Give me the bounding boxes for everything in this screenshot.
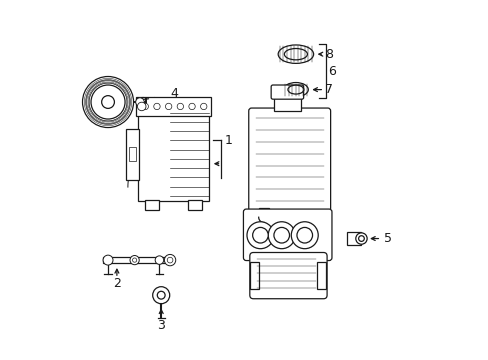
Bar — [136, 97, 210, 116]
Bar — [258, 208, 269, 222]
Bar — [274, 97, 301, 111]
FancyBboxPatch shape — [249, 252, 326, 299]
Circle shape — [252, 228, 268, 243]
Ellipse shape — [283, 82, 307, 97]
Circle shape — [86, 80, 130, 124]
Circle shape — [296, 228, 312, 243]
Ellipse shape — [278, 45, 313, 63]
Circle shape — [164, 255, 175, 266]
Text: 6: 6 — [328, 64, 336, 77]
Circle shape — [268, 222, 295, 249]
Circle shape — [291, 222, 318, 249]
FancyBboxPatch shape — [248, 108, 330, 211]
Text: 7: 7 — [324, 83, 332, 96]
Circle shape — [355, 233, 366, 244]
Circle shape — [142, 103, 148, 110]
Ellipse shape — [284, 49, 307, 60]
Circle shape — [246, 222, 273, 249]
Circle shape — [82, 77, 133, 127]
Circle shape — [102, 96, 114, 108]
Bar — [145, 200, 159, 210]
Bar — [129, 147, 136, 161]
Text: 1: 1 — [224, 134, 232, 147]
Circle shape — [155, 256, 163, 264]
Text: 4: 4 — [170, 87, 178, 100]
FancyBboxPatch shape — [271, 85, 303, 99]
Text: 5: 5 — [383, 232, 391, 245]
Bar — [317, 262, 325, 288]
Circle shape — [273, 228, 289, 243]
FancyBboxPatch shape — [243, 209, 331, 261]
Circle shape — [130, 256, 139, 265]
Circle shape — [188, 103, 195, 110]
Circle shape — [177, 103, 183, 110]
Text: 8: 8 — [325, 48, 333, 61]
Bar — [187, 200, 202, 210]
Circle shape — [132, 258, 137, 262]
Circle shape — [135, 98, 144, 106]
Bar — [125, 129, 139, 180]
Circle shape — [165, 103, 171, 110]
Circle shape — [358, 236, 364, 242]
Circle shape — [157, 291, 165, 299]
Bar — [249, 262, 258, 288]
Bar — [346, 232, 361, 245]
Text: 2: 2 — [113, 277, 121, 291]
Circle shape — [91, 85, 125, 119]
Circle shape — [200, 103, 206, 110]
Bar — [102, 257, 164, 263]
Circle shape — [89, 83, 127, 121]
Bar — [138, 107, 209, 201]
Circle shape — [152, 287, 169, 304]
Circle shape — [153, 103, 160, 110]
Text: 3: 3 — [157, 319, 165, 332]
Circle shape — [137, 102, 145, 111]
Ellipse shape — [287, 85, 303, 94]
Circle shape — [167, 257, 173, 263]
Circle shape — [103, 255, 113, 265]
